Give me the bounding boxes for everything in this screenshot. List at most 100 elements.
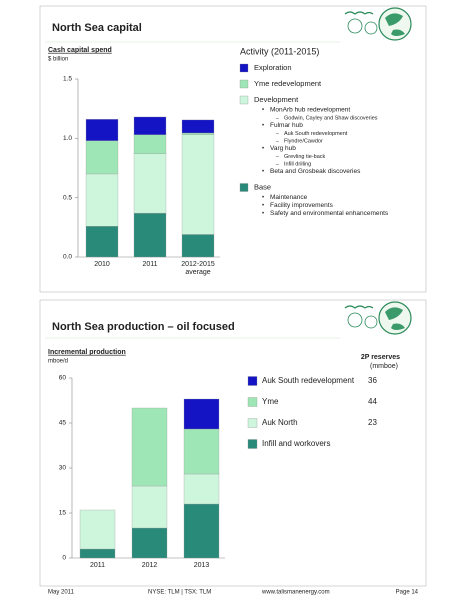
bar-segment [79,548,116,559]
bar-segment [131,485,168,529]
legend-label: Development [254,95,299,104]
bullet: • [262,203,264,209]
bar-segment [183,503,220,559]
x-tick-label-box: 2010 [94,261,110,268]
dash: – [276,138,279,144]
legend-item: Maintenance [270,194,308,201]
legend-label: Exploration [254,63,292,72]
legend-item: Beta and Grosbeak discoveries [270,168,361,175]
logo [344,7,412,41]
legend-label: Yme [262,397,279,406]
slide-frame [39,5,427,293]
slide-title: North Sea capital [52,22,142,34]
legend-item: Facility improvements [270,202,334,209]
x-tick-label-box: 2012 [141,562,158,569]
bar-segment [181,234,215,258]
reserves-title: 2P reserves [361,354,400,361]
footer-date: May 2011 [48,590,75,596]
legend-label: Auk South redevelopment [262,376,355,385]
bar-segment [131,407,168,487]
legend-item: Fulmar hub [270,122,303,129]
x-tick-label-box: 2012-2015 average [181,261,215,276]
y-tick-label: 0 [62,555,66,562]
chart-subtitle: $ billion [48,57,68,63]
slide-frame [39,299,427,587]
chart-title: Cash capital spend [48,47,112,54]
x-tick-label-box: 2013 [193,562,210,569]
y-tick-label: 1.5 [63,76,72,83]
legend-swatch [239,79,249,89]
legend-label: Yme redevelopment [254,79,322,88]
reserves-value: 36 [368,376,377,385]
x-tick-label-box: 2011 [89,562,106,569]
reserves-unit: (mmboe) [370,363,398,370]
dash: – [276,161,279,167]
legend-label: Base [254,182,271,191]
bar-segment [183,428,220,475]
bar-segment [181,134,215,235]
reserves-value: 44 [368,397,377,406]
bar-segment [181,132,215,135]
legend-label: Auk North [262,418,298,427]
legend-subitem: Godwin, Cayley and Shaw discoveries [284,115,378,121]
legend-subitem: Flyndre/Cawdor [284,138,323,144]
chart-subtitle: mboe/d [48,359,68,365]
logo [344,301,412,335]
legend-title: Activity (2011-2015) [240,46,319,56]
legend-swatch [239,183,249,192]
slide-title: North Sea production – oil focused [52,321,235,333]
legend-swatch [239,63,249,73]
x-tick-label: 2010 [94,261,110,268]
bar-segment [133,153,167,214]
x-tick-label: 2011 [142,261,158,268]
bar-segment [131,527,168,559]
chart-title: Incremental production [48,349,126,356]
legend-item: Varg hub [270,145,296,152]
footer-website: www.talismanenergy.com [261,590,330,596]
x-tick-label-box: 2011 [142,261,158,268]
y-tick-label: 60 [59,375,67,382]
bar-segment [183,398,220,430]
bullet: • [262,108,264,114]
footer-page: Page 14 [396,590,419,596]
legend-swatch [247,418,258,428]
y-tick-label: 30 [59,465,67,472]
legend-subitem: Auk South redevelopment [284,131,348,137]
legend-label: Infill and workovers [262,439,330,448]
legend-item: MonArb hub redevelopment [270,107,350,114]
x-tick-label: 2012-2015 average [181,261,215,276]
bullet: • [262,169,264,175]
x-tick-label: 2012 [141,562,158,569]
bar-segment [85,140,119,175]
y-tick-label: 0.5 [63,194,72,201]
dash: – [276,131,279,137]
legend-swatch [247,376,258,386]
legend-swatch [247,439,258,449]
bar-segment [133,212,167,258]
bullet: • [262,146,264,152]
legend-subitem: Infill drilling [284,161,311,167]
bar-segment [79,509,116,550]
footer-ticker: NYSE: TLM | TSX: TLM [148,590,211,596]
x-tick-label: 2013 [193,562,210,569]
bar-segment [133,134,167,154]
legend-subitem: Grevling tie-back [284,154,326,160]
legend-swatch [247,397,258,407]
legend-swatch [239,95,249,105]
dash: – [276,115,279,121]
bar-segment [85,173,119,227]
bullet: • [262,123,264,129]
y-tick-label: 0.0 [63,254,72,261]
bar-segment [85,119,119,141]
y-tick-label: 15 [59,510,67,517]
bullet: • [262,195,264,201]
bar-segment [181,119,215,134]
reserves-value: 23 [368,418,377,427]
bullet: • [262,211,264,217]
x-tick-label: 2011 [89,562,106,569]
dash: – [276,154,279,160]
y-tick-label: 45 [59,420,67,427]
bar-segment [133,116,167,135]
